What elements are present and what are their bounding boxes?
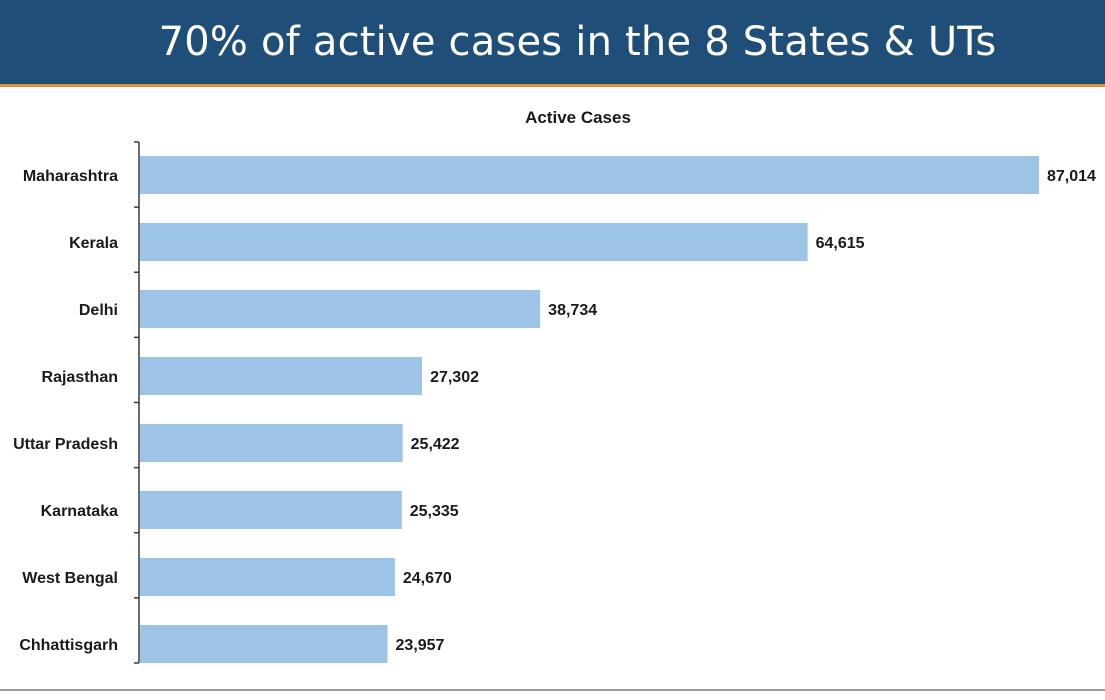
category-label: Maharashtra <box>23 168 118 185</box>
bar <box>140 290 541 328</box>
title-banner: 70% of active cases in the 8 States & UT… <box>0 0 1105 84</box>
value-label: 25,335 <box>410 503 459 520</box>
bar <box>140 558 395 596</box>
bar <box>140 625 388 663</box>
category-label: Delhi <box>79 302 118 319</box>
category-label: Chhattisgarh <box>19 637 118 654</box>
bar <box>140 156 1039 194</box>
category-label: Karnataka <box>41 503 118 520</box>
category-label: Uttar Pradesh <box>13 436 118 453</box>
chart-title: Active Cases <box>525 108 631 127</box>
value-label: 38,734 <box>548 302 597 319</box>
bar <box>140 424 403 462</box>
accent-divider <box>0 84 1105 87</box>
bottom-divider <box>0 689 1105 691</box>
value-label: 27,302 <box>430 369 479 386</box>
category-label: Rajasthan <box>42 369 118 386</box>
category-label: Kerala <box>69 235 118 252</box>
bar <box>140 491 402 529</box>
value-label: 87,014 <box>1047 168 1096 185</box>
active-cases-bar-chart: Active Cases Maharashtra 87,014 Kerala 64,6… <box>13 108 1096 664</box>
bar <box>140 223 808 261</box>
value-label: 64,615 <box>816 235 865 252</box>
value-label: 24,670 <box>403 570 452 587</box>
category-label: West Bengal <box>22 570 118 587</box>
bar <box>140 357 423 395</box>
value-label: 25,422 <box>411 436 460 453</box>
page-title: 70% of active cases in the 8 States & UT… <box>158 19 997 65</box>
value-label: 23,957 <box>396 637 445 654</box>
